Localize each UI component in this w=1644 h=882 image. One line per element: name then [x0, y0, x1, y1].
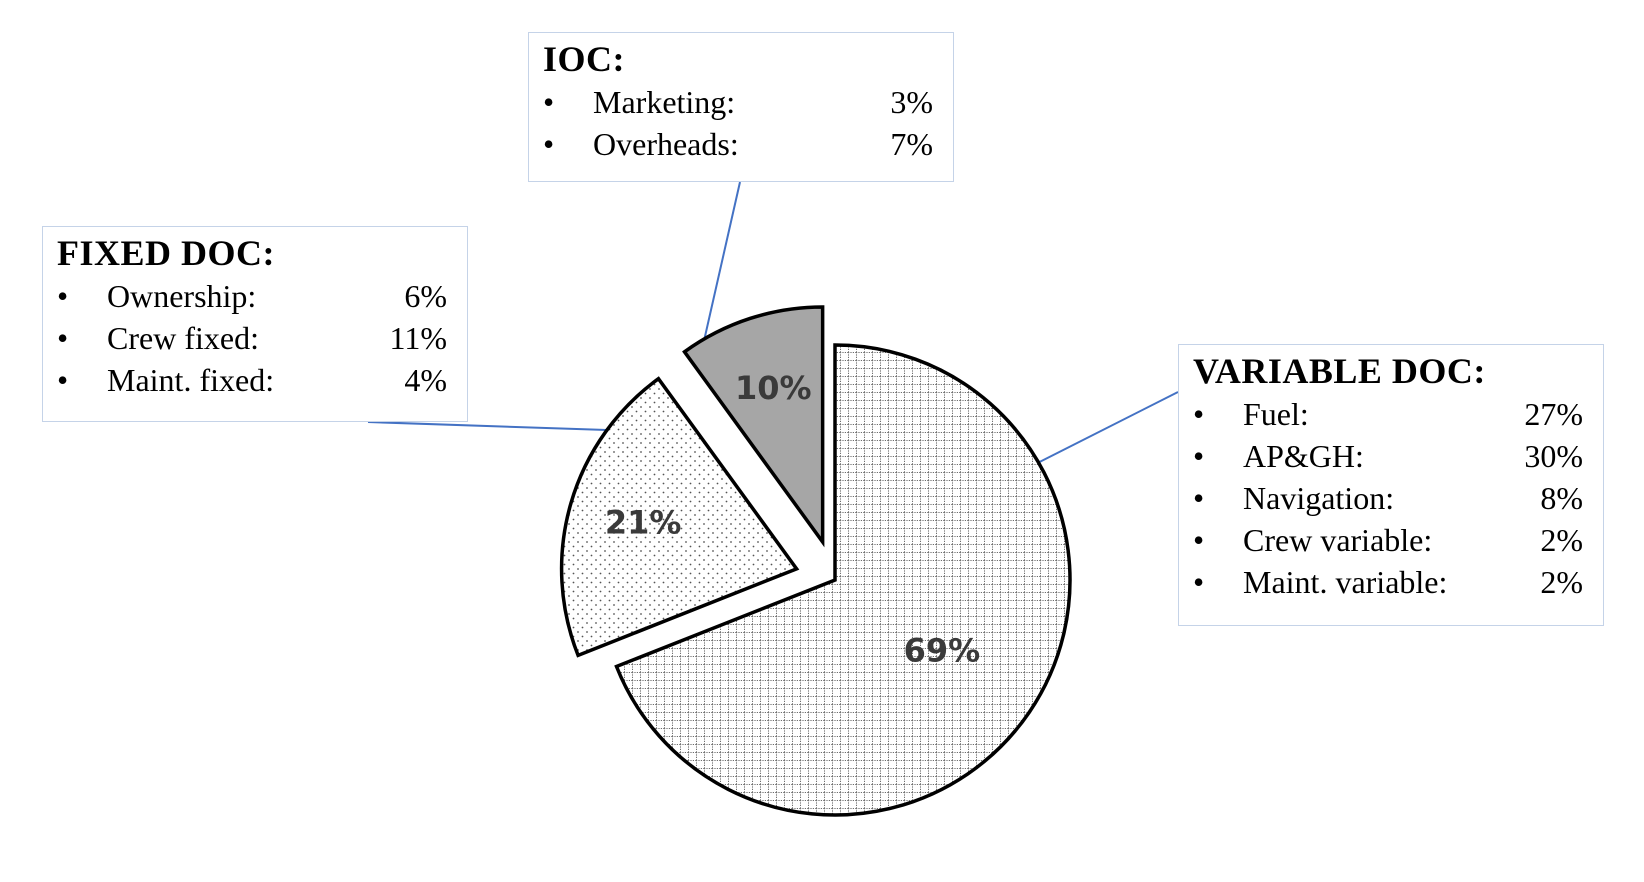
- callout-item: • Crew variable: 2%: [1193, 519, 1583, 561]
- bullet-icon: •: [1193, 438, 1205, 474]
- ioc-leader-line: [700, 181, 741, 354]
- fixed-doc-leader-line: [367, 421, 607, 432]
- item-label: Ownership:: [107, 278, 257, 314]
- ioc-slice: [682, 305, 825, 548]
- ioc-callout: IOC: • Marketing: 3% • Overheads: 7%: [528, 32, 954, 182]
- item-value: 4%: [404, 362, 447, 398]
- callout-item: • Maint. fixed: 4%: [57, 359, 447, 401]
- item-value: 2%: [1540, 564, 1583, 600]
- item-label: Crew fixed:: [107, 320, 259, 356]
- item-label: Maint. fixed:: [107, 362, 275, 398]
- bullet-icon: •: [57, 362, 69, 398]
- item-value: 11%: [389, 320, 447, 356]
- item-value: 2%: [1540, 522, 1583, 558]
- variable-doc-slice-label: 69%: [904, 632, 981, 670]
- bullet-icon: •: [543, 126, 555, 162]
- ioc-slice-label: 10%: [735, 369, 812, 407]
- variable-doc-slice: [614, 343, 1072, 817]
- item-label: Fuel:: [1243, 396, 1309, 432]
- ioc-title: IOC:: [543, 39, 625, 79]
- item-label: Crew variable:: [1243, 522, 1433, 558]
- item-value: 27%: [1524, 396, 1583, 432]
- callout-item: • Ownership: 6%: [57, 275, 447, 317]
- callout-item: • Fuel: 27%: [1193, 393, 1583, 435]
- item-value: 8%: [1540, 480, 1583, 516]
- callout-item: • Marketing: 3%: [543, 81, 933, 123]
- item-value: 3%: [890, 84, 933, 120]
- fixed-doc-callout: FIXED DOC: • Ownership: 6% • Crew fixed:…: [42, 226, 468, 422]
- bullet-icon: •: [1193, 396, 1205, 432]
- variable-doc-leader-line: [1038, 391, 1179, 464]
- fixed-doc-slice: [559, 376, 800, 658]
- callout-item: • Overheads: 7%: [543, 123, 933, 165]
- variable-doc-callout: VARIABLE DOC: • Fuel: 27% • AP&GH: 30% •…: [1178, 344, 1604, 626]
- item-value: 6%: [404, 278, 447, 314]
- item-label: Marketing:: [593, 84, 736, 120]
- item-value: 30%: [1524, 438, 1583, 474]
- bullet-icon: •: [1193, 480, 1205, 516]
- item-label: Maint. variable:: [1243, 564, 1448, 600]
- fixed-doc-title: FIXED DOC:: [57, 233, 275, 273]
- callout-item: • Navigation: 8%: [1193, 477, 1583, 519]
- callout-item: • Maint. variable: 2%: [1193, 561, 1583, 603]
- item-label: AP&GH:: [1243, 438, 1364, 474]
- item-label: Overheads:: [593, 126, 739, 162]
- variable-doc-title: VARIABLE DOC:: [1193, 351, 1486, 391]
- bullet-icon: •: [57, 278, 69, 314]
- callout-item: • AP&GH: 30%: [1193, 435, 1583, 477]
- bullet-icon: •: [1193, 522, 1205, 558]
- bullet-icon: •: [1193, 564, 1205, 600]
- bullet-icon: •: [57, 320, 69, 356]
- callout-item: • Crew fixed: 11%: [57, 317, 447, 359]
- item-value: 7%: [890, 126, 933, 162]
- bullet-icon: •: [543, 84, 555, 120]
- item-label: Navigation:: [1243, 480, 1395, 516]
- fixed-doc-slice-label: 21%: [605, 503, 682, 541]
